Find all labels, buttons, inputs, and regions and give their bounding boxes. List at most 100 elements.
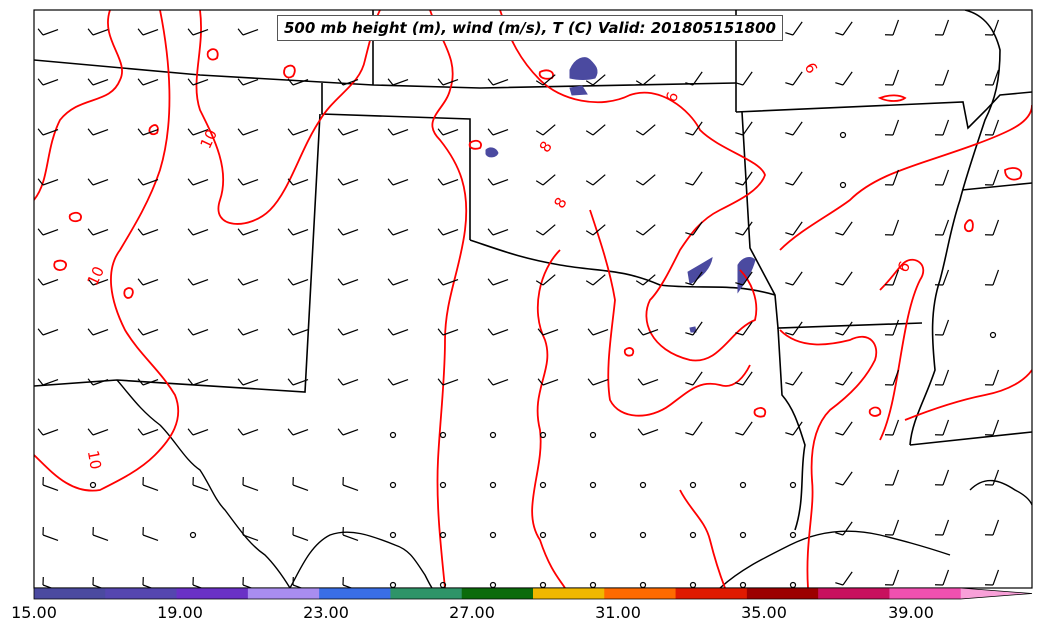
wind-barb [785,121,803,136]
wind-barb [785,171,803,186]
wind-barbs [37,19,1000,588]
wind-barb [337,178,359,186]
wind-barb [637,428,659,436]
calm-wind-marker [689,531,697,539]
calm-wind-marker [539,531,547,539]
wind-barb [137,178,159,186]
wind-barb [884,419,900,436]
wind-barb [884,169,900,186]
wind-barb [835,221,853,236]
wind-barb [884,519,900,536]
calm-wind-marker [389,581,397,588]
colorbar-tick-label: 27.00 [449,603,495,622]
wind-barb [685,221,703,236]
wind-barb [735,371,753,386]
wind-barb [934,569,950,586]
wind-barb [387,128,409,136]
wind-barb [835,471,853,486]
colorbar [33,587,1033,600]
calm-wind-marker [189,531,197,539]
wind-barb [535,224,556,236]
wind-barb [835,71,853,86]
wind-barb [984,219,1000,236]
calm-wind-marker [539,581,547,588]
wind-barb [835,421,853,436]
wind-barb [984,19,1000,36]
wind-barb [637,328,659,336]
wind-barb [242,526,259,542]
wind-barb [635,124,656,136]
colorbar-segment [247,588,320,599]
wind-barb [884,119,900,136]
contour-label: 10 [84,449,105,471]
wind-barb [37,378,59,386]
colorbar-outline [33,587,1033,600]
calm-wind-marker [589,581,597,588]
calm-wind-marker [639,581,647,588]
wind-barb [437,78,459,86]
wind-barb [487,278,509,286]
wind-barb [137,28,159,36]
wind-barb [585,224,606,236]
wind-barb [287,378,309,386]
wind-barb [187,178,209,186]
calm-wind-marker [589,431,597,439]
wind-barb [934,219,950,236]
wind-barb [735,321,753,336]
contour-label: 6 [662,90,682,105]
wind-barb [934,19,950,36]
calm-wind-marker [389,481,397,489]
wind-barb [735,421,753,436]
wind-barb [735,71,753,86]
wind-barb [87,178,109,186]
colorbar-segment [960,588,1032,599]
wind-barb [292,526,309,542]
wind-barb [735,121,753,136]
wind-barb [585,74,606,86]
wind-barb [984,169,1000,186]
calm-wind-marker [589,481,597,489]
calm-wind-marker [389,531,397,539]
wind-barb [984,119,1000,136]
calm-wind-marker [989,331,997,339]
calm-wind-marker [539,481,547,489]
calm-wind-marker [639,481,647,489]
wind-barb [685,71,703,86]
wind-barb [984,519,1000,536]
calm-wind-marker [539,431,547,439]
wind-barb [287,428,309,436]
colorbar-segment [746,588,819,599]
wind-barb [934,119,950,136]
temperature-contours [34,10,1032,588]
wind-barb [934,69,950,86]
wind-barb [487,378,509,386]
wind-barb [137,378,159,386]
wind-barb [87,328,109,336]
wind-barb [884,219,900,236]
wind-barb [934,519,950,536]
wind-barb [535,124,556,136]
wind-barb [337,428,359,436]
wind-barb [37,128,59,136]
contour-label: 8 [550,194,570,211]
wind-barb [535,274,556,286]
calm-wind-marker [689,581,697,588]
wind-barb [287,228,309,236]
wind-barb [387,78,409,86]
wind-barb [637,378,659,386]
wind-barb [984,369,1000,386]
wind-barb [884,269,900,286]
wind-barb [387,228,409,236]
wind-barb [37,28,59,36]
wind-barb [884,469,900,486]
wind-barb [237,28,259,36]
colorbar-segment [319,588,391,599]
wind-barb [934,269,950,286]
wind-barb [137,428,159,436]
colorbar-segment [390,588,463,599]
wind-barb [87,78,109,86]
wind-barb [785,371,803,386]
wind-barb [37,78,59,86]
wind-barb [187,78,209,86]
colorbar-segment [818,588,890,599]
